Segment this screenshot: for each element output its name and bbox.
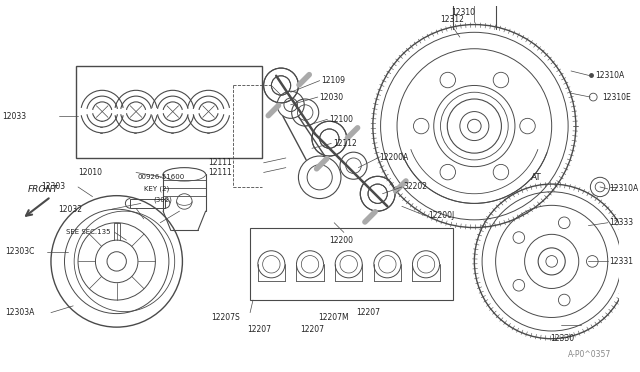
Text: 12030: 12030 [320, 93, 344, 102]
Text: 12207S: 12207S [211, 313, 240, 322]
Text: 12333: 12333 [610, 218, 634, 227]
Text: A-P0^0357: A-P0^0357 [568, 350, 612, 359]
Text: 12207: 12207 [356, 308, 380, 317]
Text: 12200: 12200 [330, 235, 353, 245]
Text: 12303A: 12303A [6, 308, 35, 317]
Text: 12100: 12100 [330, 115, 353, 124]
Text: 12331: 12331 [610, 257, 634, 266]
Text: 12330: 12330 [550, 334, 574, 343]
Text: 12200J: 12200J [428, 211, 454, 221]
Text: 12010: 12010 [78, 168, 102, 177]
Text: 12310E: 12310E [602, 93, 630, 102]
Bar [76, 66, 262, 158]
Text: (302): (302) [154, 196, 172, 203]
Text: 12032: 12032 [59, 205, 83, 214]
Text: 12112: 12112 [333, 139, 357, 148]
Bar [130, 199, 165, 208]
Text: 12310A: 12310A [595, 71, 625, 80]
Text: 00926-51600: 00926-51600 [138, 174, 185, 180]
Text: 12310: 12310 [451, 9, 475, 17]
Text: AT: AT [531, 173, 541, 182]
Text: 12111: 12111 [209, 158, 232, 167]
Text: 12109: 12109 [322, 76, 346, 85]
Text: 32202: 32202 [404, 183, 428, 192]
Text: 12303: 12303 [42, 183, 65, 192]
Text: 12310A: 12310A [610, 185, 639, 193]
Text: 12207: 12207 [300, 324, 324, 334]
Text: 12207: 12207 [247, 324, 271, 334]
Text: 12033: 12033 [3, 112, 27, 121]
Bar [250, 228, 453, 300]
Text: 12200A: 12200A [380, 154, 409, 163]
Text: 12207M: 12207M [317, 313, 348, 322]
Text: 12312: 12312 [440, 15, 465, 24]
Text: KEY (2): KEY (2) [144, 186, 169, 192]
Text: 12303C: 12303C [6, 247, 35, 256]
Text: FRONT: FRONT [28, 185, 58, 194]
Text: 12111: 12111 [209, 168, 232, 177]
Text: SEE SEC.135: SEE SEC.135 [67, 230, 111, 235]
